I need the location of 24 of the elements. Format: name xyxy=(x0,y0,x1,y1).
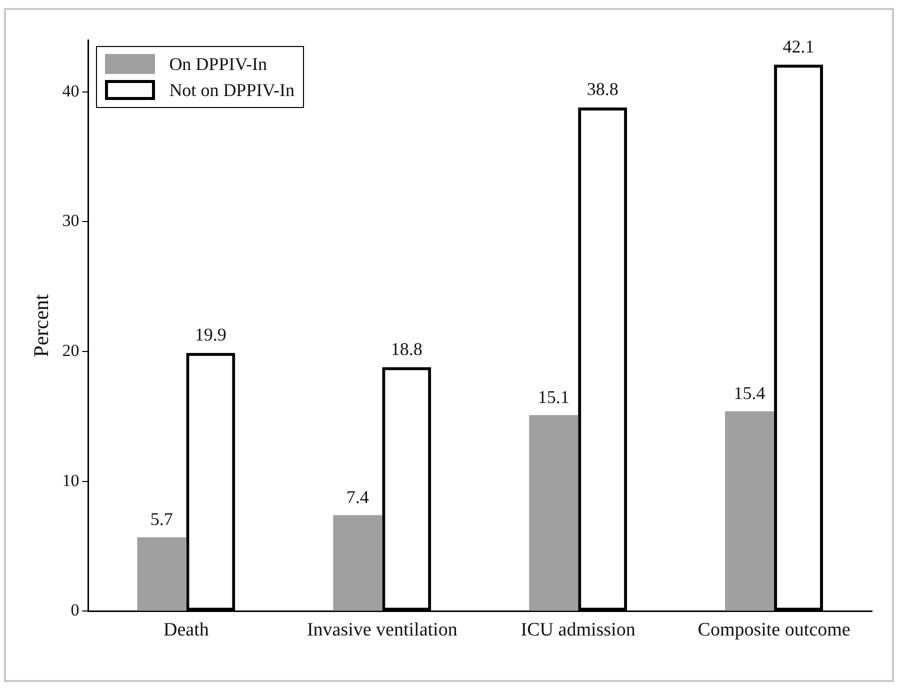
y-tick-label: 10 xyxy=(62,470,80,490)
bar xyxy=(725,411,774,611)
y-tick-label: 30 xyxy=(62,211,80,230)
y-tick-label: 20 xyxy=(62,341,80,360)
legend-label: Not on DPPIV-In xyxy=(169,80,295,100)
y-axis-title: Percent xyxy=(29,294,54,358)
data-label: 18.8 xyxy=(390,338,422,359)
data-label: 15.4 xyxy=(734,383,766,404)
x-tick-label: Composite outcome xyxy=(698,620,850,641)
y-tick-label: 40 xyxy=(62,81,80,100)
data-label: 38.8 xyxy=(586,79,618,100)
bar xyxy=(529,415,578,611)
bar xyxy=(137,537,186,611)
y-tick-label: 0 xyxy=(70,600,80,620)
data-label: 15.1 xyxy=(538,386,570,407)
bar xyxy=(333,515,382,611)
data-label: 7.4 xyxy=(346,486,369,507)
x-tick-label: Death xyxy=(163,620,210,641)
data-label: 42.1 xyxy=(782,36,814,56)
x-tick-label: ICU admission xyxy=(520,620,636,641)
legend-label: On DPPIV-In xyxy=(169,54,268,74)
data-label: 19.9 xyxy=(194,324,226,345)
data-label: 5.7 xyxy=(150,508,173,529)
x-tick-label: Invasive ventilation xyxy=(306,620,458,641)
